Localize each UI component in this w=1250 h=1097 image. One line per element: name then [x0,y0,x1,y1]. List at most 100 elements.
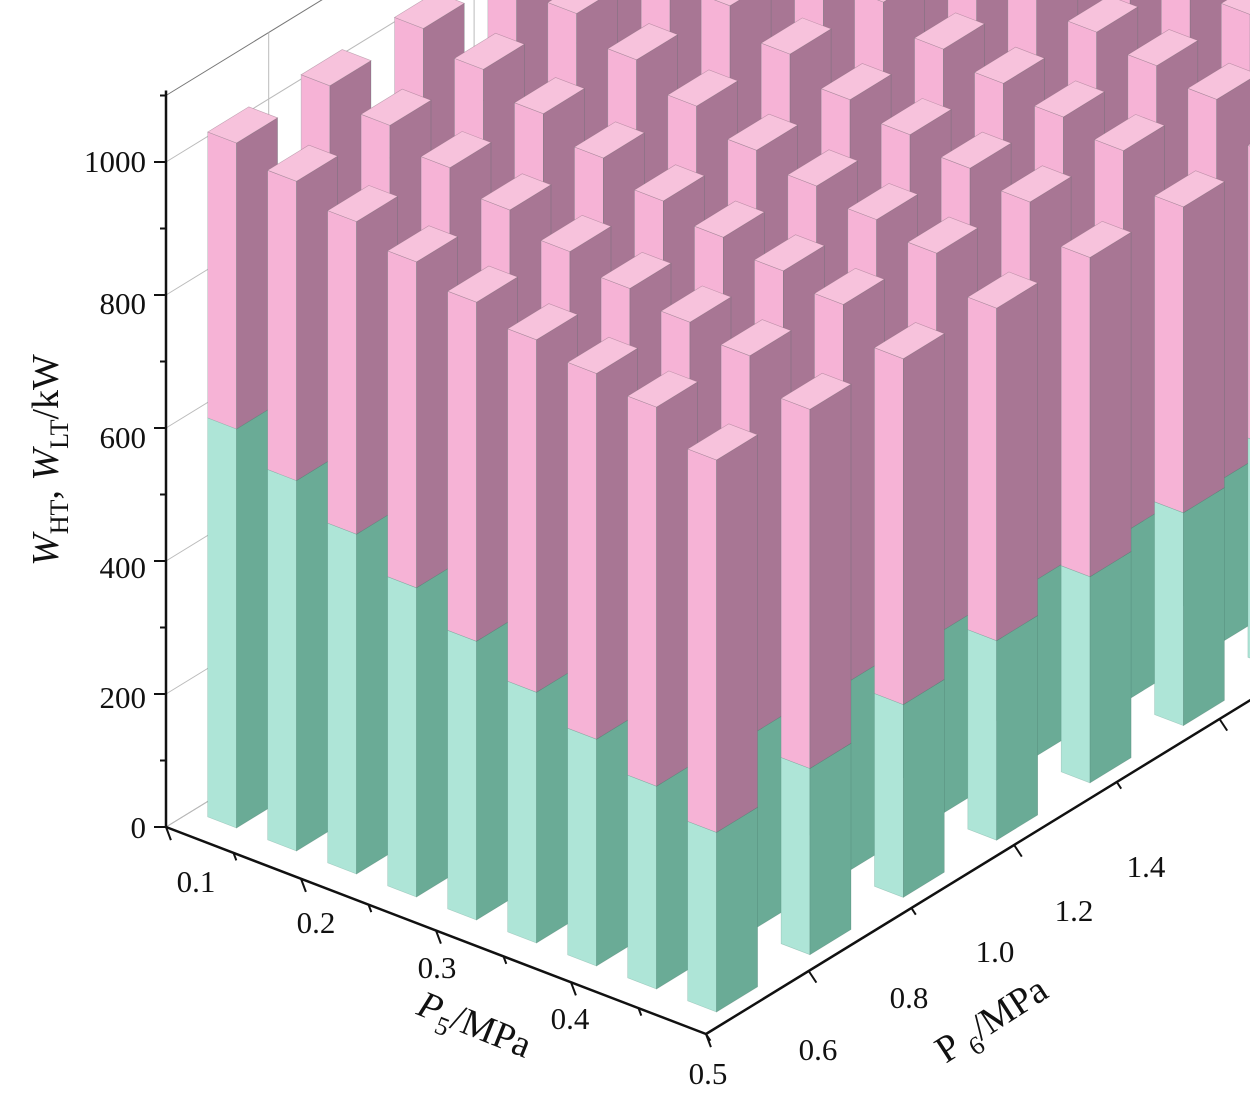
y-tick-label-0.8: 0.8 [890,980,929,1015]
x-tick-0 [165,826,172,841]
bar-8-1-ht-front [780,757,811,956]
bar-2-3-lt-top [607,23,679,61]
bar-3-0-ht [387,562,458,898]
bar-1-0-ht [267,454,338,852]
bar-3-4-lt-top [760,17,832,55]
y-tick-label-1.4: 1.4 [1127,849,1166,884]
bar-8-3-ht-side [996,614,1038,841]
bar-7-3-lt-top [907,216,979,254]
bar-4-3-lt-top [727,113,799,151]
bar-7-0-lt-front [627,395,657,787]
bar-4-0-lt-top [447,265,519,303]
bar-2-0-lt [327,185,399,535]
bar-1-0-ht-front [267,469,297,852]
bar-4-0-lt [447,265,519,642]
bar-8-0-lt-side [716,434,758,833]
bar-2-0-ht-front [327,522,357,875]
bar-5-0-ht [507,666,578,944]
bar-8-0-ht-front [687,820,717,1013]
bar-8-2-lt-top [873,322,945,360]
bar-8-5-ht-side [1183,487,1225,727]
bar-6-7-lt-top [1220,0,1250,15]
bar-1-1-lt-top [360,88,432,126]
bar-7-0-lt [627,370,699,787]
bar-8-5-lt-front [1154,195,1184,514]
bar-2-1-lt-top [420,131,492,169]
bar-5-4-lt-top [880,98,952,136]
bar-6-0-ht [567,713,638,967]
bar-3-2-lt-top [573,121,645,159]
bar-4-5-lt-top [913,12,986,50]
bar-8-6-lt [1247,143,1250,440]
bar-8-4-lt-side [1089,231,1132,578]
bar-3-0-lt-top [387,225,459,263]
bar-8-2-ht-front [874,693,904,898]
bar-5-2-lt-top [693,200,765,238]
bar-8-1-ht-side [809,742,852,956]
x-tick-7 [637,1007,643,1016]
bar-7-0-ht-front [627,774,657,990]
bar-4-0-ht [447,615,518,921]
bar-8-1-lt-top [780,372,852,410]
x-tick-label-0.5: 0.5 [689,1056,728,1091]
bar-0-0-lt-front [207,131,237,430]
bar-6-0-lt [567,336,639,740]
bar-0-0-lt-top [207,106,279,144]
bar-6-0-lt-front [567,361,597,740]
bar-0-0-ht-front [207,417,237,829]
x-tick-label-0.2: 0.2 [297,905,336,940]
axes [154,90,1250,1048]
y-tick-5 [1218,718,1229,732]
bar-8-3-lt-top [967,271,1039,309]
bar-7-0-lt-top [627,370,699,408]
y-tick-label-1.2: 1.2 [1055,893,1094,928]
bar-8-4-lt-top [1060,220,1132,258]
z-tick-label-800: 800 [100,286,147,321]
y-tick-1 [807,970,818,984]
x-tick-1 [232,852,238,861]
bar-8-6-lt-front [1247,144,1250,440]
bar-8-4-ht [1060,550,1132,784]
bar-5-1-lt-top [600,251,672,289]
bar-7-4-lt-top [1000,165,1072,203]
bar-7-2-lt-top [813,267,885,305]
bar-8-0-ht-side [716,806,758,1013]
bar-4-4-lt-top [820,63,892,101]
bar-8-1-lt [780,372,852,770]
bar-8-3-lt [967,271,1039,642]
bar-1-0-lt-top [267,144,339,182]
bar-8-5-lt-top [1153,170,1226,208]
bar-2-0-ht [327,508,398,875]
bar-8-5-ht [1154,487,1225,727]
bar-8-3-ht [967,614,1038,841]
y-tick-4 [1115,781,1123,790]
bar-0-0-ht [207,403,278,829]
bar-8-0-ht [687,806,758,1013]
bar-2-4-lt-top [713,0,741,7]
bar-6-2-lt-top [753,234,825,272]
bar-8-3-lt-side [996,282,1038,642]
y-tick-label-0.6: 0.6 [799,1032,838,1067]
bar-3-0-lt-front [387,250,417,589]
bar-8-3-lt-front [967,296,997,642]
bar-8-2-lt [873,322,945,706]
bar-4-0-lt-front [447,290,477,642]
bar-8-5-lt [1153,170,1226,514]
x-axis-title: P5/MPa [408,983,537,1073]
bar-5-0-ht-front [507,680,537,944]
bar-7-6-lt-top [1187,62,1250,100]
x-tick-label-0.3: 0.3 [418,950,457,985]
x-tick-label-0.4: 0.4 [551,1001,590,1036]
x-tick-5 [502,956,508,965]
bar-8-4-ht-front [1060,565,1091,784]
bar-1-3-lt-top [547,0,600,14]
bar-3-0-ht-front [387,576,417,898]
bar-6-1-lt-top [660,285,732,323]
x-tick-3 [367,904,373,913]
z-tick-label-600: 600 [100,420,147,455]
bar-3-0-lt [387,225,459,589]
y-tick-label-1.0: 1.0 [976,934,1015,969]
bar-3-1-lt-top [480,173,552,211]
bar-7-1-lt-top [720,319,792,357]
